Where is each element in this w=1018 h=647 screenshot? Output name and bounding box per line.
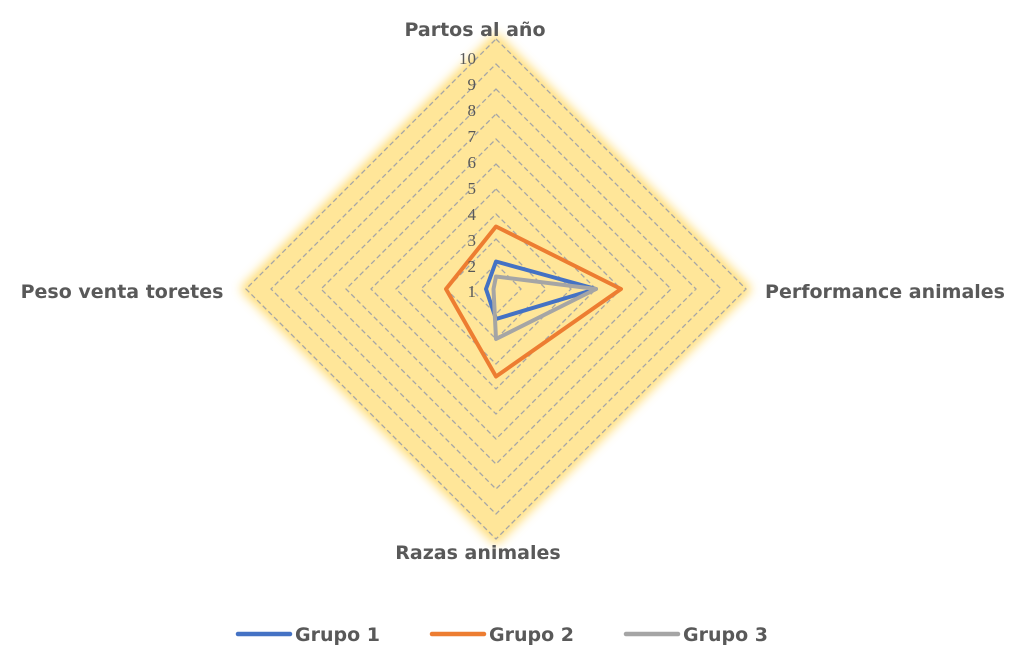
radar-series: [444, 224, 623, 379]
tick-label: 2: [468, 257, 477, 276]
radar-grid: [245, 38, 747, 540]
tick-label: 6: [468, 153, 477, 172]
grid-ring: [420, 213, 572, 365]
grid-ring: [245, 38, 747, 540]
legend-label: Grupo 2: [489, 624, 574, 646]
legend-label: Grupo 3: [683, 624, 768, 646]
tick-label: 7: [468, 127, 477, 146]
tick-label: 5: [468, 179, 477, 198]
legend-item-grupo-3: Grupo 3: [623, 624, 768, 646]
legend-item-grupo-1: Grupo 1: [235, 624, 380, 646]
legend-item-grupo-2: Grupo 2: [429, 624, 574, 646]
series-line-grupo-2: [444, 224, 623, 379]
tick-label: 3: [468, 231, 477, 250]
grid-ring: [395, 188, 597, 390]
legend-label: Grupo 1: [295, 624, 380, 646]
tick-label: 1: [468, 282, 477, 301]
grid-ring: [345, 138, 647, 440]
grid-ring: [270, 63, 722, 515]
legend: Grupo 1 Grupo 2 Grupo 3: [235, 624, 768, 646]
grid-ring: [295, 88, 697, 490]
tick-label: 9: [468, 75, 477, 94]
grid-ring: [320, 113, 672, 465]
axis-label-razas: Razas animales: [395, 542, 560, 564]
grid-ring: [445, 238, 547, 340]
axis-label-performance: Performance animales: [765, 281, 1005, 303]
series-line-grupo-3: [491, 274, 598, 341]
axis-label-partos: Partos al año: [404, 19, 545, 41]
grid-ring: [370, 163, 622, 415]
tick-label: 4: [468, 205, 477, 224]
tick-label: 10: [459, 49, 476, 68]
tick-label: 8: [468, 101, 477, 120]
axis-label-peso: Peso venta toretes: [21, 281, 224, 303]
